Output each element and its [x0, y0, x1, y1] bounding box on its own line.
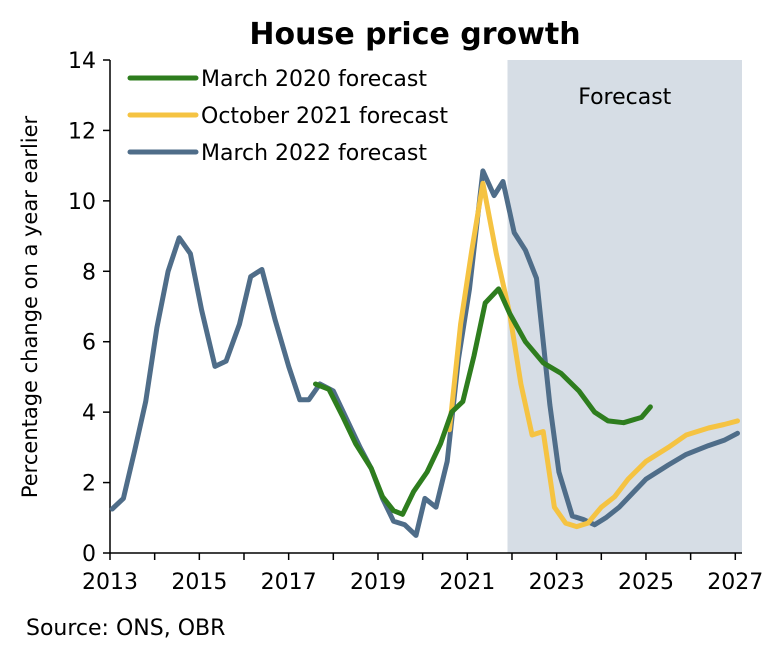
legend: March 2020 forecast October 2021 forecast…	[127, 67, 448, 166]
series-line-1	[313, 286, 653, 517]
y-tick-label: 12	[68, 119, 96, 144]
y-tick-label: 14	[68, 49, 96, 74]
legend-label: October 2021 forecast	[201, 104, 448, 129]
y-tick-label: 8	[82, 260, 96, 285]
x-tick-label: 2015	[171, 570, 227, 595]
legend-label: March 2020 forecast	[201, 67, 427, 92]
y-tick-label: 10	[68, 190, 96, 215]
series-line-3	[109, 168, 740, 538]
x-tick-label: 2021	[439, 570, 495, 595]
y-axis-title: Percentage change on a year earlier	[18, 115, 42, 498]
forecast-shaded-region	[507, 60, 742, 553]
y-tick-label: 6	[82, 331, 96, 356]
chart-title: House price growth	[249, 17, 580, 52]
source-note: Source: ONS, OBR	[26, 616, 226, 641]
x-tick-label: 2023	[529, 570, 585, 595]
y-tick-label: 0	[82, 542, 96, 567]
series-layer	[109, 168, 740, 538]
y-tick-label: 2	[82, 472, 96, 497]
x-tick-label: 2025	[618, 570, 674, 595]
x-tick-label: 2017	[261, 570, 317, 595]
legend-label: March 2022 forecast	[201, 141, 427, 166]
series-line-2	[446, 180, 740, 530]
x-tick-label: 2019	[350, 570, 406, 595]
y-axis: 0 2 4 6 8 10 12 14	[68, 49, 111, 567]
x-axis: 2013 2015 2017 2019 2021 2023 2025 2027	[82, 552, 763, 595]
y-tick-label: 4	[82, 401, 96, 426]
x-tick-label: 2027	[707, 570, 763, 595]
forecast-region-label: Forecast	[578, 85, 671, 110]
x-tick-label: 2013	[82, 570, 138, 595]
